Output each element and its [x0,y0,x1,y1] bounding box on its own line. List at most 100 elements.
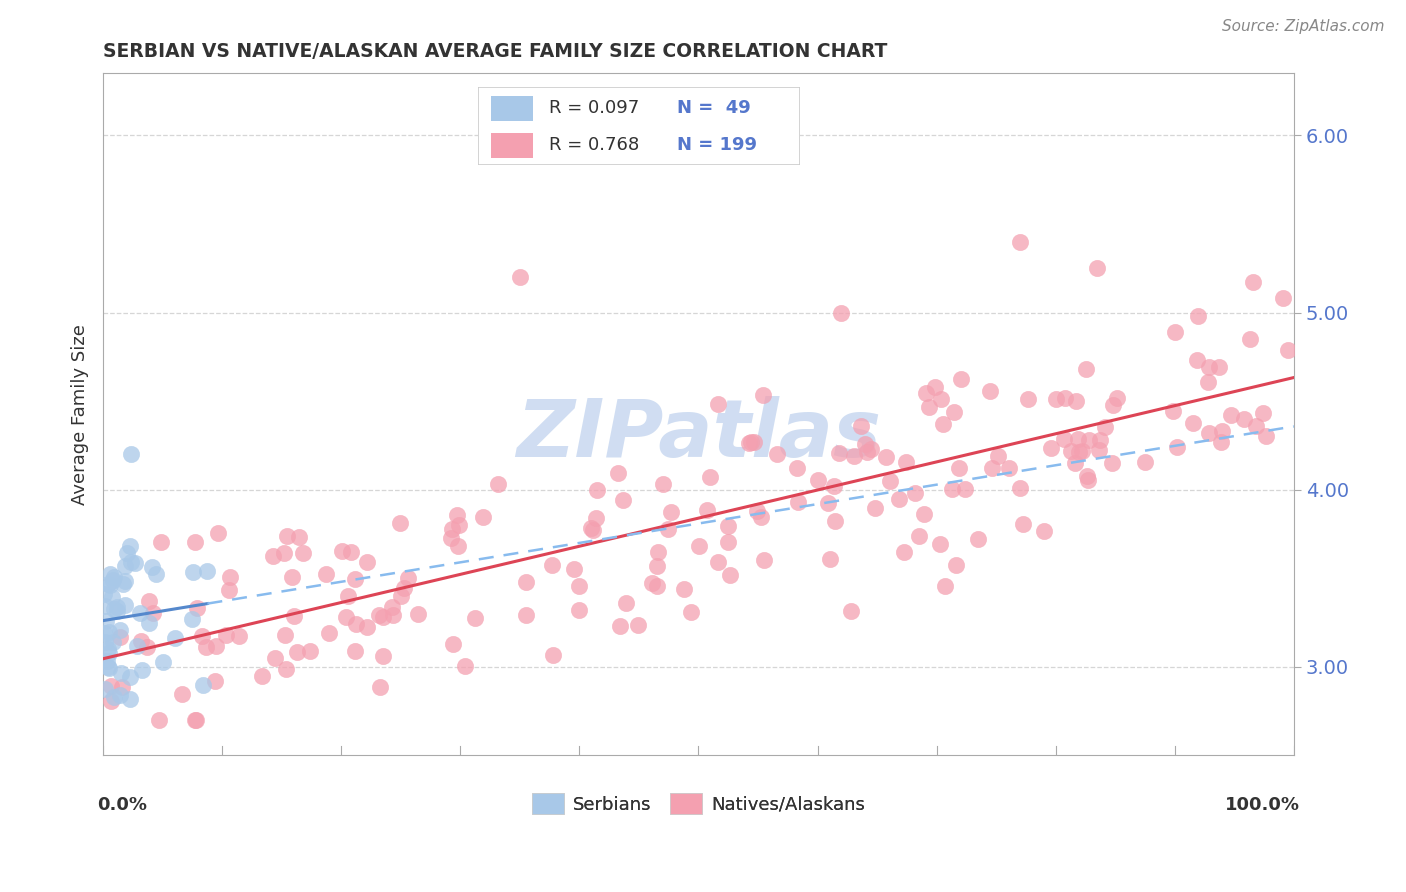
Point [1254,429,1277,443]
Point [1164,325,1187,339]
Point [381,600,404,615]
Point [1063,456,1085,470]
Point [1241,275,1264,289]
Point [1277,343,1299,357]
Point [98,566,121,581]
Point [152,655,174,669]
Point [1033,524,1056,538]
Point [93,599,115,613]
Point [291,546,314,560]
Point [1101,456,1123,470]
Point [336,589,359,603]
Point [879,474,901,488]
Point [318,626,340,640]
Point [172,687,194,701]
Point [195,640,218,655]
Point [371,610,394,624]
Point [283,608,305,623]
Point [828,446,851,460]
Point [441,637,464,651]
Point [105,599,128,614]
Point [1161,403,1184,417]
Point [912,507,935,521]
Point [392,581,415,595]
Point [1211,425,1233,439]
Point [215,628,238,642]
Point [859,442,882,456]
Point [1012,517,1035,532]
Text: Source: ZipAtlas.com: Source: ZipAtlas.com [1222,20,1385,34]
Point [1088,442,1111,457]
Point [370,680,392,694]
Point [287,645,309,659]
Point [103,690,125,704]
Point [93,586,115,600]
Point [1008,481,1031,495]
Point [124,556,146,570]
Point [1077,473,1099,487]
Point [207,526,229,541]
Point [842,449,865,463]
Point [103,635,125,649]
Point [186,601,208,615]
Point [998,461,1021,475]
Point [918,400,941,414]
Point [486,477,509,491]
Point [1053,433,1076,447]
Point [128,606,150,620]
Point [464,611,486,625]
Point [120,669,142,683]
Point [218,583,240,598]
Point [1133,455,1156,469]
Point [568,579,591,593]
Point [131,663,153,677]
Point [1197,375,1219,389]
Point [752,553,775,567]
Point [786,495,808,509]
Point [1008,235,1031,249]
Point [1090,434,1112,448]
Point [281,570,304,584]
Point [1187,309,1209,323]
Point [1074,362,1097,376]
Point [97,661,120,675]
Point [110,689,132,703]
Point [114,599,136,613]
Point [228,629,250,643]
Point [181,565,204,579]
Point [447,539,470,553]
Point [103,574,125,588]
Point [138,615,160,630]
Point [932,417,955,432]
Point [681,605,703,619]
Point [853,437,876,451]
Point [1198,425,1220,440]
Point [717,534,740,549]
Point [440,531,463,545]
Point [193,678,215,692]
Point [115,546,138,560]
Point [163,632,186,646]
Point [344,616,367,631]
Point [1067,445,1090,459]
Point [184,713,207,727]
Point [389,590,412,604]
Point [114,574,136,589]
Point [111,681,134,695]
Point [315,566,337,581]
Point [614,596,637,610]
Point [582,523,605,537]
Point [1198,360,1220,375]
Point [141,560,163,574]
Point [742,434,765,449]
Point [647,559,669,574]
Legend: Serbians, Natives/Alaskans: Serbians, Natives/Alaskans [524,786,872,822]
Point [943,405,966,419]
Point [382,607,405,622]
Point [645,579,668,593]
Point [150,535,173,549]
Point [1094,420,1116,434]
Point [197,564,219,578]
Point [118,540,141,554]
Point [96,615,118,629]
